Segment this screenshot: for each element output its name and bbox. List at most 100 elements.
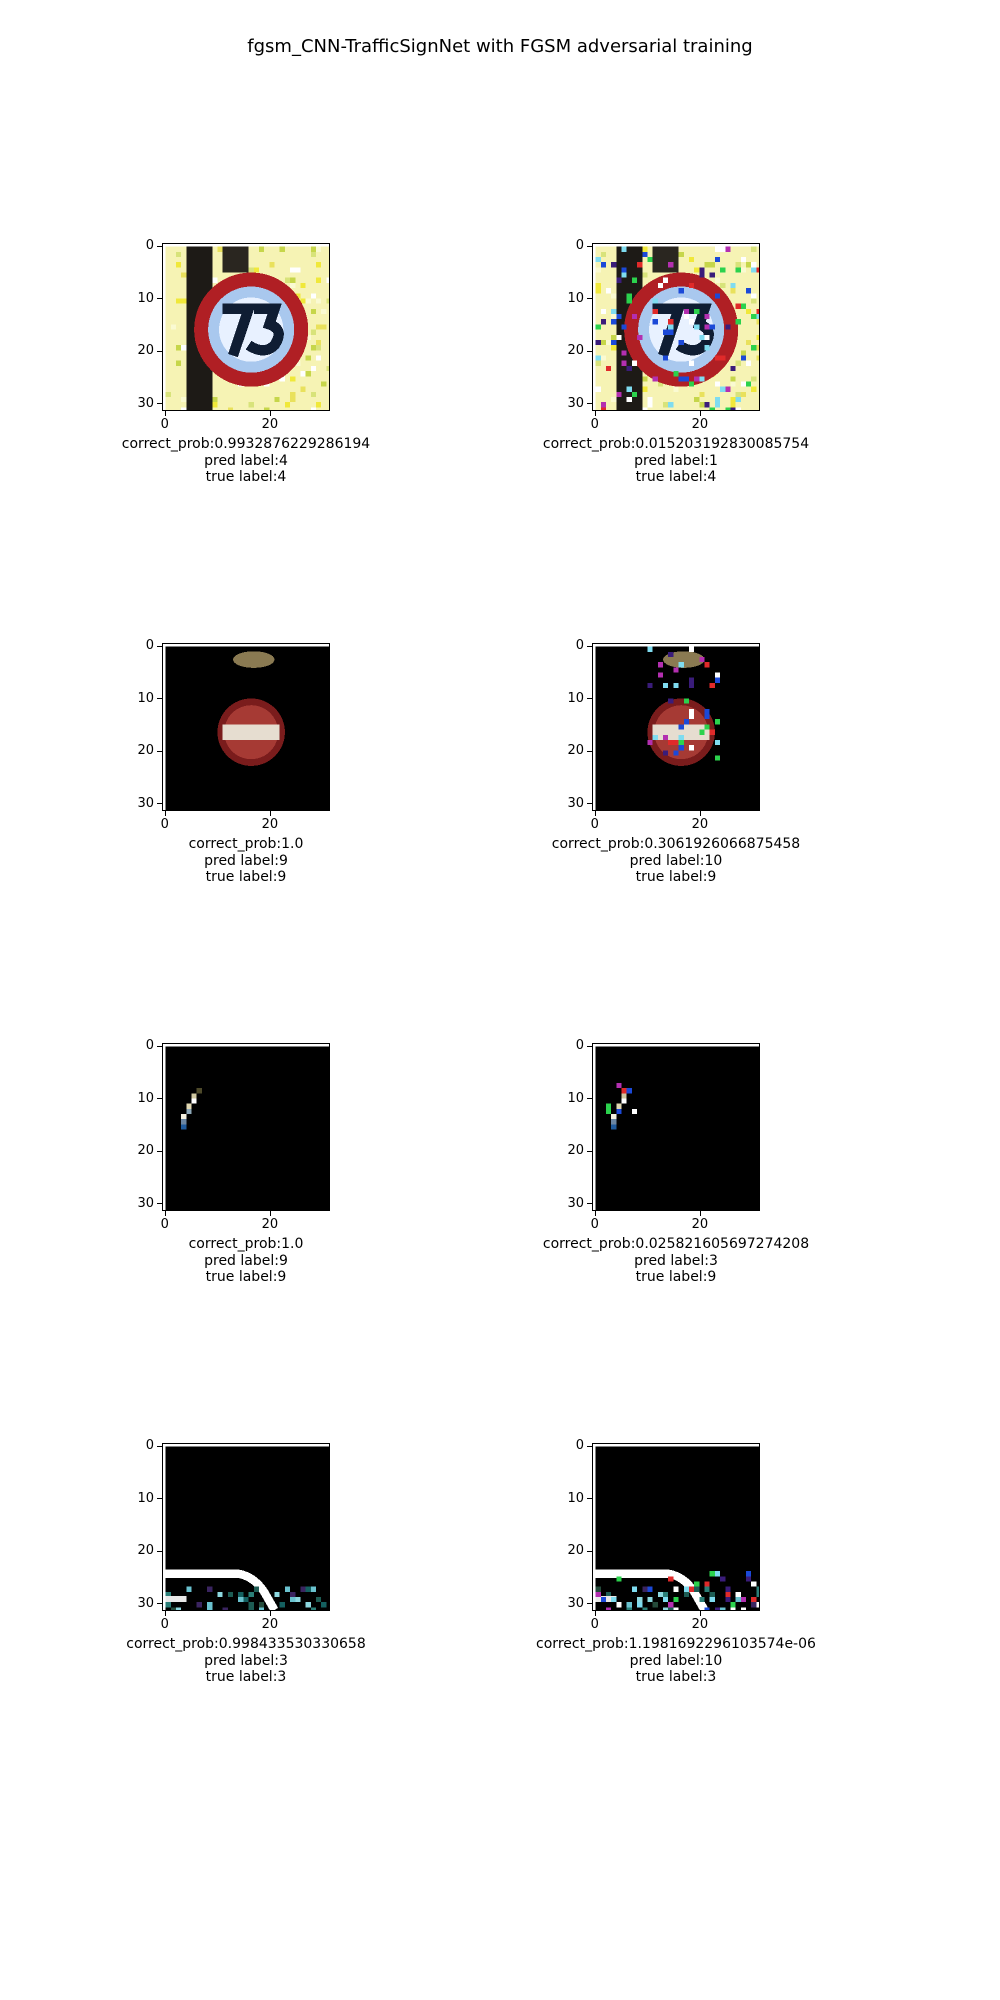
road-pixel (668, 1607, 674, 1610)
noise-pixel (605, 365, 612, 372)
noise-pixel (714, 256, 721, 263)
x-tick-mark (269, 1211, 271, 1216)
y-tick-label: 10 (567, 290, 584, 306)
background-speckle (181, 407, 187, 410)
noise-pixel (657, 672, 664, 678)
noise-pixel (673, 1607, 679, 1610)
noise-pixel (616, 277, 622, 283)
background-speckle (321, 308, 327, 315)
sign-digit-7 (652, 303, 686, 358)
noise-pixel (688, 319, 695, 325)
road-pixel (238, 1591, 244, 1598)
background-speckle (605, 288, 612, 294)
noise-pixel (730, 365, 736, 372)
y-tick-mark (587, 403, 592, 405)
correct-prob-label: correct_prob:0.3061926066875458 (551, 836, 801, 852)
streak-pixel (191, 1098, 197, 1104)
y-tick-label: 0 (145, 1438, 154, 1454)
background-speckle (756, 345, 759, 351)
noise-pixel (678, 739, 684, 746)
road-pixel (279, 1602, 285, 1608)
background-speckle (678, 251, 684, 257)
noise-pixel (611, 262, 617, 268)
noise-pixel (595, 386, 601, 392)
y-tick-label: 30 (567, 1595, 584, 1611)
noise-pixel (668, 324, 674, 330)
y-tick-mark (157, 1045, 162, 1047)
x-tick-label: 0 (160, 1217, 169, 1232)
x-tick-mark (699, 811, 701, 816)
noise-pixel (683, 698, 689, 704)
noise-pixel (751, 267, 757, 273)
background-speckle (316, 355, 322, 361)
y-tick-mark (157, 1150, 162, 1152)
noise-pixel (631, 1586, 638, 1592)
background-speckle (740, 267, 747, 273)
y-tick-label: 30 (137, 795, 154, 811)
image-pixels (595, 1446, 759, 1610)
y-tick-mark (587, 1150, 592, 1152)
noise-pixel (714, 402, 721, 408)
panel-caption: correct_prob:1.1981692296103574e-06 pred … (526, 1636, 826, 1686)
road-pixel (290, 1591, 296, 1598)
noise-pixel (746, 1576, 752, 1582)
y-tick-mark (587, 1550, 592, 1552)
noise-pixel (626, 386, 632, 392)
panel-r3-adversarial: 0 10 20 30 0 20 correct_prob:0.025821605697274… (490, 1030, 809, 1330)
noise-pixel (595, 256, 601, 263)
noise-pixel (663, 355, 669, 361)
noise-pixel (657, 282, 664, 289)
noise-pixel (668, 319, 674, 325)
background-speckle (730, 381, 736, 387)
background-speckle (300, 386, 306, 392)
background-speckle (165, 391, 171, 398)
noise-pixel (714, 381, 721, 387)
background-speckle (264, 407, 270, 410)
true-label: true label:9 (205, 869, 287, 885)
noise-pixel (668, 698, 674, 704)
noise-pixel (688, 282, 695, 289)
y-tick-mark (157, 698, 162, 700)
background-speckle (714, 277, 721, 283)
x-tick-label: 20 (691, 817, 709, 832)
x-tick-mark (164, 1611, 166, 1616)
x-tick-mark (269, 411, 271, 416)
background-speckle (290, 397, 296, 403)
noise-pixel (704, 345, 710, 351)
y-tick-label: 10 (137, 1090, 154, 1106)
noise-pixel (621, 267, 627, 273)
noise-pixel (652, 319, 658, 325)
background-speckle (600, 355, 606, 361)
noise-pixel (720, 355, 726, 361)
noise-pixel (714, 397, 721, 403)
image-pixels (165, 1046, 329, 1210)
noise-pixel (600, 262, 606, 268)
y-tick-mark (587, 350, 592, 352)
noise-pixel (699, 376, 705, 382)
road-pixel (657, 1591, 664, 1598)
road-pixel (310, 1586, 317, 1592)
y-tick-mark (587, 750, 592, 752)
noise-pixel (626, 365, 632, 372)
noise-pixel (668, 1602, 674, 1608)
background-speckle (730, 288, 736, 294)
x-tick-mark (699, 1211, 701, 1216)
road-pixel (258, 1607, 265, 1610)
y-tick-mark (587, 698, 592, 700)
y-tick-mark (587, 1203, 592, 1205)
noise-pixel (621, 246, 627, 252)
noise-pixel (704, 314, 710, 320)
noise-pixel (631, 360, 638, 366)
road-pixel (295, 1597, 301, 1603)
background-speckle (290, 376, 296, 382)
panel-caption: correct_prob:0.025821605697274208 pred la… (526, 1236, 826, 1286)
noise-pixel (637, 262, 643, 268)
road-pixel (756, 1586, 759, 1592)
noise-pixel (694, 324, 700, 330)
road-pixel (227, 1591, 234, 1598)
noise-pixel (611, 339, 617, 346)
background-speckle (688, 256, 695, 263)
y-tick-mark (587, 298, 592, 300)
background-speckle (269, 262, 275, 268)
background-speckle (290, 282, 296, 289)
